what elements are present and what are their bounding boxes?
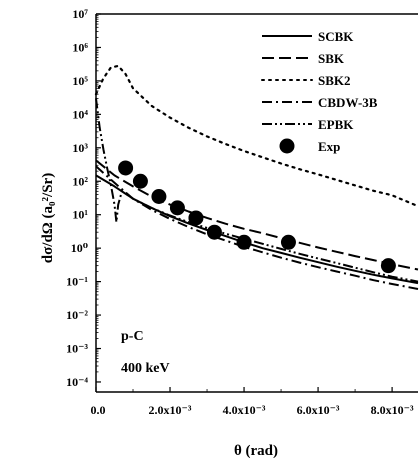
series-line-sbk [95,159,419,271]
series-line-cbdw-3b [95,165,419,290]
y-tick-label: 10⁻¹ [66,275,88,289]
marker-layer [118,160,396,274]
exp-point [380,258,396,274]
x-tick-label: 8.0x10⁻³ [371,403,414,417]
x-tick-label: 4.0x10⁻³ [223,403,266,417]
legend: SCBK SBK SBK2 CBDW-3B EPBK Exp [261,29,378,154]
exp-point [280,234,296,250]
y-tick-label: 10¹ [72,208,88,222]
series-line-epbk [95,98,419,283]
y-tick-label: 10⁻⁴ [66,375,88,389]
y-tick-label: 10⁷ [72,7,88,21]
exp-point [169,200,185,216]
plot-frame-layer [95,13,418,393]
legend-label: SBK [318,51,345,66]
legend-label: EPBK [318,117,354,132]
x-tick-label: 6.0x10⁻³ [297,403,340,417]
y-axis-title: dσ/dΩ (a₀²/Sr) [40,173,56,263]
y-tick-label: 10⁻³ [66,342,88,356]
exp-point [118,160,134,176]
series-layer [94,64,419,290]
y-tick-label: 10⁰ [71,241,88,255]
exp-point [236,234,252,250]
annotation-system: p-C [121,329,144,344]
legend-label: Exp [318,139,340,154]
y-tick-label: 10⁴ [72,107,88,121]
x-tick-label: 2.0x10⁻³ [149,403,192,417]
tick-layer: 10⁻⁴ 10⁻³ 10⁻² 10⁻¹ 10⁰ 10¹ 10² 10³ 10⁴ 10⁵ 10⁶ 10⁷… [66,7,414,417]
y-tick-label: 10² [72,174,88,188]
x-axis-title: θ (rad) [234,443,278,459]
y-tick-label: 10³ [72,141,88,155]
legend-marker [279,138,295,154]
exp-point [206,224,222,240]
exp-point [188,210,204,226]
annotation-energy: 400 keV [121,361,170,376]
legend-label: SBK2 [318,73,351,88]
exp-point [132,173,148,189]
legend-label: CBDW-3B [318,95,378,110]
series-line-sbk2 [94,64,419,208]
x-tick-label: 0.0 [91,403,106,417]
y-tick-label: 10⁶ [72,40,88,54]
exp-point [151,189,167,205]
legend-label: SCBK [318,29,354,44]
y-tick-label: 10⁻² [66,308,88,322]
y-tick-label: 10⁵ [72,74,88,88]
